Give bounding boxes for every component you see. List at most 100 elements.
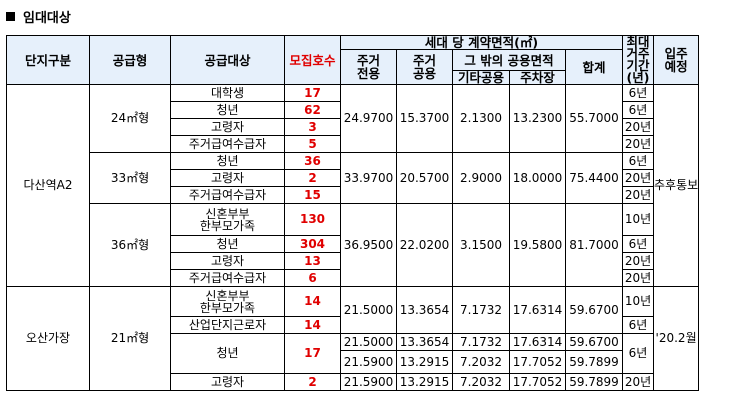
private-area-cell: 21.5000 bbox=[340, 286, 397, 334]
common-area-cell: 15.3700 bbox=[396, 84, 453, 153]
parking-cell: 19.5800 bbox=[509, 203, 566, 287]
total-cell: 55.7000 bbox=[565, 84, 623, 153]
private-area-cell: 21.5900 bbox=[340, 350, 397, 374]
header-other-common-group: 그 밖의 공용면적 bbox=[452, 49, 566, 71]
table-row: 고령자 13 20년 bbox=[7, 252, 699, 270]
common-area-cell: 22.0200 bbox=[396, 203, 453, 287]
units-cell: 3 bbox=[284, 118, 341, 136]
target-cell: 산업단지근로자 bbox=[170, 316, 285, 334]
units-cell: 2 bbox=[284, 169, 341, 187]
units-cell: 17 bbox=[284, 333, 341, 374]
target-cell: 주거급여수급자 bbox=[170, 269, 285, 287]
period-cell: 20년 bbox=[622, 118, 654, 136]
square-bullet-icon bbox=[6, 11, 15, 21]
type-cell: 36㎡형 bbox=[89, 203, 171, 287]
header-target: 공급대상 bbox=[170, 35, 285, 85]
table-row: 주거급여수급자 5 20년 bbox=[7, 135, 699, 153]
units-cell: 304 bbox=[284, 235, 341, 253]
units-cell: 13 bbox=[284, 252, 341, 270]
table-row: 주거급여수급자 15 20년 bbox=[7, 186, 699, 204]
period-cell: 20년 bbox=[622, 135, 654, 153]
common-area-cell: 13.2915 bbox=[396, 350, 453, 374]
target-cell: 청년 bbox=[170, 152, 285, 170]
total-cell: 59.6700 bbox=[565, 333, 623, 351]
units-cell: 2 bbox=[284, 373, 341, 391]
header-private-area: 주거 전용 bbox=[340, 49, 397, 85]
units-cell: 15 bbox=[284, 186, 341, 204]
units-cell: 17 bbox=[284, 84, 341, 102]
table-row: 고령자 2 21.5900 13.2915 7.2032 17.7052 59.… bbox=[7, 373, 699, 391]
units-cell: 130 bbox=[284, 203, 341, 236]
header-total: 합계 bbox=[565, 49, 623, 85]
parking-cell: 17.7052 bbox=[509, 350, 566, 374]
table-row: 33㎡형 청년 36 33.9700 20.5700 2.9000 18.000… bbox=[7, 152, 699, 204]
period-cell: 6년 bbox=[622, 316, 654, 334]
other-common-cell: 7.2032 bbox=[452, 350, 510, 374]
header-move-in: 입주 예정 bbox=[652, 35, 700, 85]
common-area-cell: 13.2915 bbox=[396, 373, 453, 391]
target-cell: 청년 bbox=[170, 333, 285, 374]
complex-cell: 다산역A2 bbox=[6, 84, 90, 287]
units-cell: 36 bbox=[284, 152, 341, 170]
target-cell: 고령자 bbox=[170, 252, 285, 270]
total-cell: 59.7899 bbox=[565, 350, 623, 374]
target-cell: 주거급여수급자 bbox=[170, 186, 285, 204]
period-cell: 10년 bbox=[622, 203, 654, 236]
move-in-cell: '20.2월 bbox=[652, 286, 700, 391]
total-cell: 81.7000 bbox=[565, 203, 623, 287]
target-cell: 대학생 bbox=[170, 84, 285, 102]
section-title: 임대대상 bbox=[6, 4, 71, 28]
units-cell: 14 bbox=[284, 316, 341, 334]
units-cell: 6 bbox=[284, 269, 341, 287]
private-area-cell: 21.5900 bbox=[340, 373, 397, 391]
target-cell: 주거급여수급자 bbox=[170, 135, 285, 153]
type-cell: 33㎡형 bbox=[89, 152, 171, 204]
period-cell: 10년 bbox=[622, 286, 654, 317]
common-area-cell: 13.3654 bbox=[396, 286, 453, 334]
rental-target-table: 단지구분 공급형 공급대상 모집호수 세대 당 계약면적(㎡) 최대 거주 기간 (년… bbox=[6, 35, 700, 391]
table-row: 청년 304 6년 bbox=[7, 235, 699, 253]
other-common-cell: 7.2032 bbox=[452, 373, 510, 391]
period-cell: 20년 bbox=[622, 169, 654, 187]
parking-cell: 17.6314 bbox=[509, 286, 566, 334]
table-row: 산업단지근로자 14 6년 bbox=[7, 316, 699, 334]
period-cell: 20년 bbox=[622, 269, 654, 287]
parking-cell: 18.0000 bbox=[509, 152, 566, 204]
complex-cell: 오산가장 bbox=[6, 286, 90, 391]
other-common-cell: 2.9000 bbox=[452, 152, 510, 204]
header-common-area: 주거 공용 bbox=[396, 49, 453, 85]
target-cell: 신혼부부 한부모가족 bbox=[170, 286, 285, 317]
period-cell: 20년 bbox=[622, 186, 654, 204]
other-common-cell: 7.1732 bbox=[452, 286, 510, 334]
period-cell: 20년 bbox=[622, 252, 654, 270]
type-cell: 21㎡형 bbox=[89, 286, 171, 391]
total-cell: 59.6700 bbox=[565, 286, 623, 334]
total-cell: 75.4400 bbox=[565, 152, 623, 204]
units-cell: 5 bbox=[284, 135, 341, 153]
header-type: 공급형 bbox=[89, 35, 171, 85]
type-cell: 24㎡형 bbox=[89, 84, 171, 153]
parking-cell: 17.6314 bbox=[509, 333, 566, 351]
target-cell: 고령자 bbox=[170, 169, 285, 187]
other-common-cell: 3.1500 bbox=[452, 203, 510, 287]
section-title-text: 임대대상 bbox=[23, 10, 71, 26]
target-cell: 고령자 bbox=[170, 373, 285, 391]
header-complex: 단지구분 bbox=[6, 35, 90, 85]
target-cell: 청년 bbox=[170, 101, 285, 119]
table-row: 21.5900 13.2915 7.2032 17.7052 59.7899 bbox=[7, 350, 699, 374]
private-area-cell: 24.9700 bbox=[340, 84, 397, 153]
common-area-cell: 13.3654 bbox=[396, 333, 453, 351]
move-in-cell: 추후통보 bbox=[652, 84, 700, 287]
private-area-cell: 21.5000 bbox=[340, 333, 397, 351]
period-cell: 6년 bbox=[622, 235, 654, 253]
period-cell: 20년 bbox=[622, 373, 654, 391]
parking-cell: 13.2300 bbox=[509, 84, 566, 153]
common-area-cell: 20.5700 bbox=[396, 152, 453, 204]
period-cell: 6년 bbox=[622, 101, 654, 119]
header-area-group: 세대 당 계약면적(㎡) bbox=[340, 35, 623, 50]
units-cell: 62 bbox=[284, 101, 341, 119]
period-cell: 6년 bbox=[622, 84, 654, 102]
private-area-cell: 33.9700 bbox=[340, 152, 397, 204]
table-row: 오산가장 21㎡형 신혼부부 한부모가족 14 21.5000 13.3654 7… bbox=[6, 286, 700, 391]
header-max-period: 최대 거주 기간 (년) bbox=[622, 35, 654, 85]
